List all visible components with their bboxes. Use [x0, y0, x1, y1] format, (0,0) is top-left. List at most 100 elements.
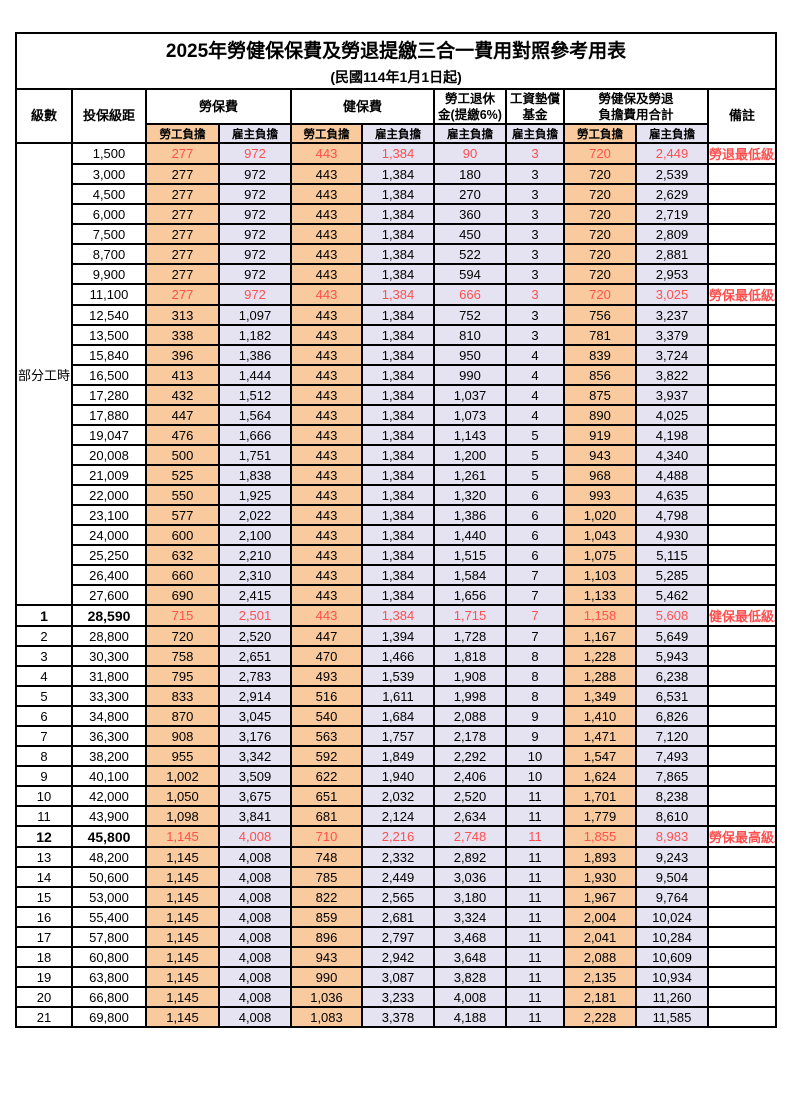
cell-health-ins-employer: 1,384: [361, 344, 435, 366]
cell-labor-ins-employee: 277: [145, 263, 220, 285]
cell-total-employer: 10,024: [635, 906, 709, 928]
cell-salary-bracket: 1,500: [71, 142, 147, 165]
table-row: 17 57,800 1,145 4,008 896 2,797 3,468 11 2,041 10…: [15, 926, 778, 948]
cell-total-employee: 720: [563, 263, 637, 285]
cell-labor-ins-employer: 1,512: [218, 384, 292, 406]
cell-health-ins-employer: 1,384: [361, 163, 435, 185]
cell-labor-ins-employee: 833: [145, 685, 220, 707]
cell-pension-employer: 2,292: [433, 745, 507, 767]
cell-total-employer: 7,120: [635, 725, 709, 747]
cell-wage-fund-employer: 7: [505, 564, 565, 586]
cell-health-ins-employer: 1,384: [361, 564, 435, 586]
cell-labor-ins-employer: 972: [218, 163, 292, 185]
cell-health-ins-employer: 1,384: [361, 384, 435, 406]
cell-labor-ins-employer: 2,501: [218, 604, 292, 627]
cell-labor-ins-employee: 313: [145, 304, 220, 326]
cell-total-employee: 1,349: [563, 685, 637, 707]
cell-salary-bracket: 50,600: [71, 866, 147, 888]
cell-total-employee: 1,410: [563, 705, 637, 727]
cell-health-ins-employer: 1,384: [361, 424, 435, 446]
cell-salary-bracket: 28,800: [71, 625, 147, 647]
cell-wage-fund-employer: 10: [505, 765, 565, 787]
cell-total-employer: 6,826: [635, 705, 709, 727]
cell-salary-bracket: 28,590: [71, 604, 147, 627]
cell-health-ins-employee: 443: [290, 142, 363, 165]
cell-health-ins-employee: 622: [290, 765, 363, 787]
cell-remark: [706, 705, 778, 727]
cell-total-employee: 1,967: [563, 886, 637, 908]
cell-labor-ins-employee: 715: [145, 604, 220, 627]
cell-health-ins-employer: 1,384: [361, 223, 435, 245]
table-row: 12 45,800 1,145 4,008 710 2,216 2,748 11 1,855 8,…: [15, 825, 778, 848]
cell-labor-ins-employer: 1,182: [218, 324, 292, 346]
cell-remark: [706, 906, 778, 928]
cell-salary-bracket: 57,800: [71, 926, 147, 948]
cell-total-employer: 9,764: [635, 886, 709, 908]
table-row: 6 34,800 870 3,045 540 1,684 2,088 9 1,410 6,826: [15, 705, 778, 727]
table-row: 20,008 500 1,751 443 1,384 1,200 5 943 4,340: [16, 444, 778, 466]
table-row: 18 60,800 1,145 4,008 943 2,942 3,648 11 2,088 10…: [15, 946, 778, 968]
cell-level: 18: [15, 946, 73, 968]
cell-health-ins-employer: 1,757: [361, 725, 435, 747]
cell-level: 6: [15, 705, 73, 727]
cell-pension-employer: 2,634: [433, 805, 507, 827]
cell-health-ins-employee: 943: [290, 946, 363, 968]
cell-total-employee: 1,167: [563, 625, 637, 647]
cell-wage-fund-employer: 4: [505, 384, 565, 406]
cell-wage-fund-employer: 6: [505, 484, 565, 506]
premium-comparison-table: 2025年勞健保保費及勞退提繳三合一費用對照參考用表 (民國114年1月1日起)…: [14, 32, 778, 1028]
cell-remark: 勞保最高級距: [706, 825, 778, 848]
cell-labor-ins-employer: 1,097: [218, 304, 292, 326]
cell-total-employer: 8,610: [635, 805, 709, 827]
cell-remark: [706, 404, 778, 426]
cell-total-employee: 919: [563, 424, 637, 446]
cell-labor-ins-employee: 1,145: [145, 866, 220, 888]
cell-labor-ins-employer: 2,914: [218, 685, 292, 707]
cell-remark: [706, 263, 778, 285]
cell-pension-employer: 950: [433, 344, 507, 366]
cell-wage-fund-employer: 6: [505, 524, 565, 546]
cell-wage-fund-employer: 3: [505, 203, 565, 225]
cell-salary-bracket: 21,009: [71, 464, 147, 486]
cell-total-employer: 3,025: [635, 283, 709, 306]
cell-labor-ins-employee: 1,145: [145, 926, 220, 948]
cell-total-employer: 5,462: [635, 584, 709, 606]
cell-pension-employer: 810: [433, 324, 507, 346]
cell-pension-employer: 3,648: [433, 946, 507, 968]
cell-wage-fund-employer: 5: [505, 464, 565, 486]
cell-labor-ins-employee: 1,098: [145, 805, 220, 827]
cell-total-employer: 3,724: [635, 344, 709, 366]
cell-salary-bracket: 19,047: [71, 424, 147, 446]
cell-salary-bracket: 7,500: [71, 223, 147, 245]
cell-wage-fund-employer: 8: [505, 685, 565, 707]
cell-remark: [706, 966, 778, 988]
pension-header-line2: 金(提繳6%): [438, 107, 502, 122]
cell-total-employer: 4,930: [635, 524, 709, 546]
cell-level: 部分工時: [15, 142, 73, 606]
cell-health-ins-employer: 2,032: [361, 785, 435, 807]
table-row: 15 53,000 1,145 4,008 822 2,565 3,180 11 1,967 9,…: [15, 886, 778, 908]
cell-pension-employer: 1,818: [433, 645, 507, 667]
cell-total-employee: 1,228: [563, 645, 637, 667]
cell-total-employee: 890: [563, 404, 637, 426]
cell-salary-bracket: 60,800: [71, 946, 147, 968]
cell-pension-employer: 2,178: [433, 725, 507, 747]
col-header-remark: 備註: [706, 88, 778, 144]
cell-pension-employer: 1,386: [433, 504, 507, 526]
table-row: 19 63,800 1,145 4,008 990 3,087 3,828 11 2,135 10…: [15, 966, 778, 988]
cell-health-ins-employer: 1,384: [361, 504, 435, 526]
cell-remark: [706, 203, 778, 225]
cell-salary-bracket: 34,800: [71, 705, 147, 727]
cell-health-ins-employer: 2,449: [361, 866, 435, 888]
cell-level: 3: [15, 645, 73, 667]
cell-total-employee: 1,133: [563, 584, 637, 606]
cell-level: 5: [15, 685, 73, 707]
cell-labor-ins-employee: 338: [145, 324, 220, 346]
cell-salary-bracket: 20,008: [71, 444, 147, 466]
cell-total-employer: 9,243: [635, 846, 709, 868]
cell-salary-bracket: 26,400: [71, 564, 147, 586]
table-row: 11 43,900 1,098 3,841 681 2,124 2,634 11 1,779 8,…: [15, 805, 778, 827]
cell-labor-ins-employer: 3,342: [218, 745, 292, 767]
cell-health-ins-employee: 785: [290, 866, 363, 888]
cell-level: 20: [15, 986, 73, 1008]
